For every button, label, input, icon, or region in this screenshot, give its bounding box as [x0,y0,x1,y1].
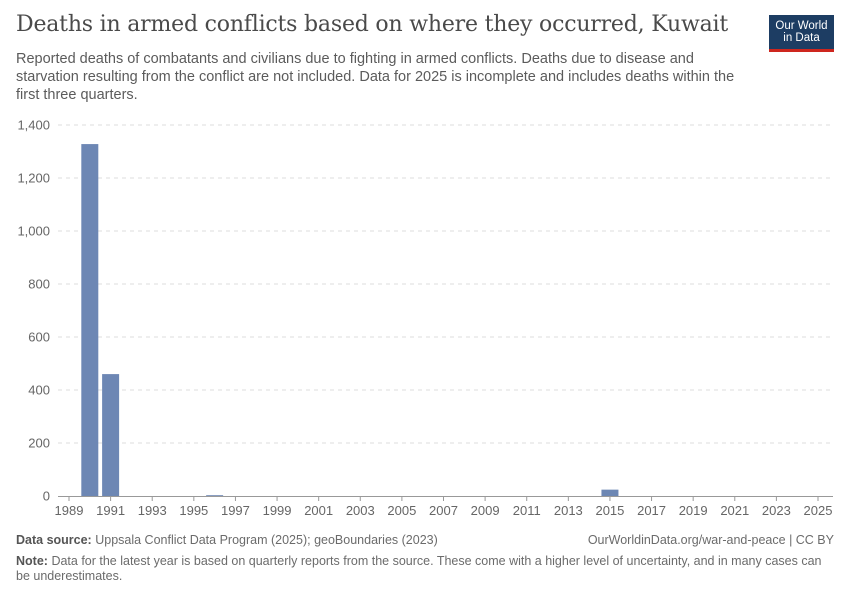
note-text: Data for the latest year is based on qua… [16,554,822,583]
x-tick-label: 1993 [138,503,167,518]
owid-logo[interactable]: Our World in Data [769,15,834,52]
bar [81,144,99,496]
data-source[interactable]: Data source: Uppsala Conflict Data Progr… [16,533,438,547]
bar-chart: 0 200 400 600 800 1,000 1,200 1,400 1989 1991 1993… [17,118,833,518]
y-tick-label: 400 [28,383,50,398]
x-tick-label: 2023 [762,503,791,518]
chart-subtitle: Reported deaths of combatants and civili… [16,51,735,103]
note-label: Note: [16,554,48,568]
x-tick-label: 1991 [96,503,125,518]
y-tick-label: 1,200 [17,171,50,186]
logo-line-2: in Data [783,32,820,44]
x-tick-label: 2021 [720,503,749,518]
x-tick-label: 1995 [179,503,208,518]
chart-title: Deaths in armed conflicts based on where… [16,12,728,37]
x-tick-label: 2009 [471,503,500,518]
y-tick-label: 0 [43,489,50,504]
x-tick-label: 2001 [304,503,333,518]
x-tick-label: 2015 [595,503,624,518]
x-tick-label: 1997 [221,503,250,518]
x-tick-label: 1989 [55,503,84,518]
x-tick-label: 2007 [429,503,458,518]
x-tick-label: 2005 [387,503,416,518]
data-source-label: Data source: [16,533,92,547]
chart-note: Note: Data for the latest year is based … [16,554,831,584]
bar [102,374,120,496]
data-source-text: Uppsala Conflict Data Program (2025); ge… [95,533,438,547]
x-tick-label: 2025 [804,503,833,518]
x-tick-label: 1999 [263,503,292,518]
x-tick-label: 2013 [554,503,583,518]
x-tick-label: 2011 [513,503,541,518]
y-tick-label: 1,400 [17,118,50,133]
y-tick-label: 600 [28,330,50,345]
x-tick-label: 2019 [679,503,708,518]
license-link[interactable]: OurWorldinData.org/war-and-peace | CC BY [587,533,834,547]
bar [206,495,224,496]
logo-line-1: Our World [775,20,828,32]
x-tick-label: 2017 [637,503,666,518]
y-tick-label: 200 [28,436,50,451]
x-tick-label: 2003 [346,503,375,518]
y-tick-label: 800 [28,277,50,292]
y-tick-label: 1,000 [17,224,50,239]
bar [601,489,619,496]
